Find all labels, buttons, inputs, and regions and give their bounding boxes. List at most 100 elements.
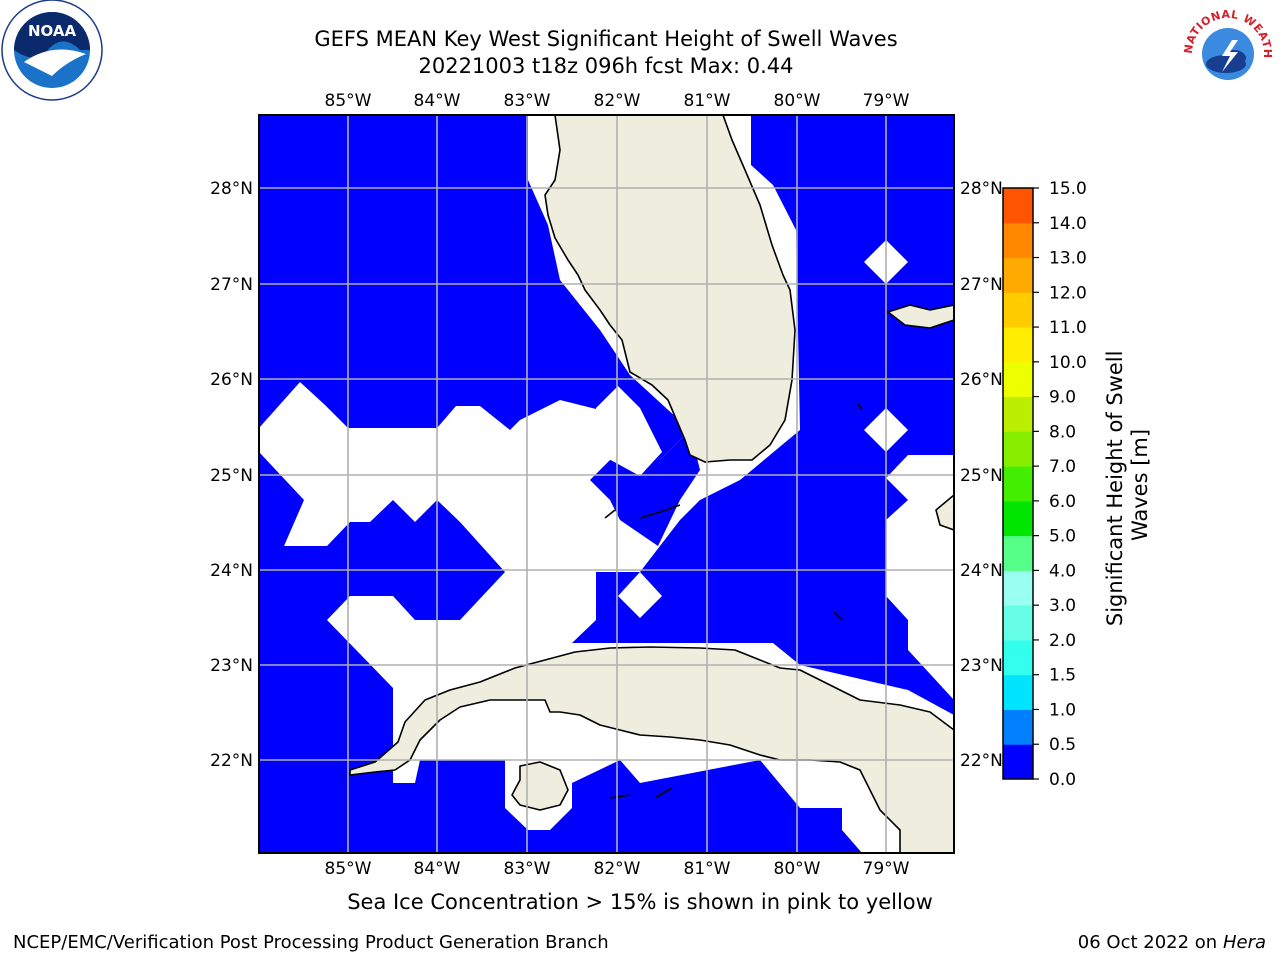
footer-host: Hera	[1222, 932, 1266, 953]
isla-juventud	[511, 761, 569, 811]
colorbar-segment	[1003, 222, 1033, 259]
colorbar-segment	[1003, 361, 1033, 398]
colorbar-segment	[1003, 431, 1033, 467]
lon-label-top: 79°W	[863, 91, 910, 111]
cuba-land	[349, 646, 954, 853]
lon-label-top: 85°W	[325, 91, 372, 111]
colorbar-tick-label: 9.0	[1049, 388, 1076, 408]
islands	[604, 403, 863, 799]
colorbar-tick-label: 3.0	[1049, 596, 1076, 616]
lon-labels-top: 85°W 84°W 83°W 82°W 81°W 80°W 79°W	[325, 91, 910, 111]
colorbar-segment	[1003, 570, 1033, 606]
colorbar-ticks: 0.0 0.5 1.0 1.5 2.0 3.0 4.0 5.0 6.0 7.0 8.0 9.0 10.0…	[1033, 179, 1087, 790]
bahamas-grand	[887, 304, 954, 329]
colorbar-segment	[1003, 500, 1033, 537]
lon-label-bottom: 83°W	[504, 859, 551, 879]
lon-labels-bottom: 85°W 84°W 83°W 82°W 81°W 80°W 79°W	[325, 859, 910, 879]
colorbar-segment	[1003, 535, 1033, 571]
colorbar: 0.0 0.5 1.0 1.5 2.0 3.0 4.0 5.0 6.0 7.0 8.0 9.0 10.0…	[1002, 179, 1152, 790]
colorbar-tick-label: 5.0	[1049, 527, 1076, 547]
lon-label-bottom: 80°W	[774, 859, 821, 879]
swell-region-straits	[572, 430, 954, 715]
lon-label-top: 80°W	[774, 91, 821, 111]
colorbar-tick-label: 1.0	[1049, 700, 1076, 720]
noaa-logo-text: NOAA	[28, 22, 77, 40]
colorbar-tick-label: 13.0	[1049, 249, 1087, 269]
lat-label-right: 28°N	[960, 179, 1003, 199]
footer-date-text: 06 Oct 2022 on	[1077, 932, 1218, 953]
colorbar-segment	[1003, 744, 1033, 780]
lat-label-right: 24°N	[960, 561, 1003, 581]
lat-label-right: 22°N	[960, 751, 1003, 771]
lat-label-left: 28°N	[210, 179, 253, 199]
sea-ice-note: Sea Ice Concentration > 15% is shown in …	[347, 890, 933, 914]
colorbar-segment	[1003, 639, 1033, 676]
masked-cells	[550, 240, 908, 618]
lon-label-top: 81°W	[684, 91, 731, 111]
colorbar-tick-label: 8.0	[1049, 422, 1076, 442]
swell-region-atlantic	[751, 115, 954, 520]
colorbar-tick-label: 15.0	[1049, 179, 1087, 199]
lon-label-top: 84°W	[414, 91, 461, 111]
lon-label-top: 83°W	[504, 91, 551, 111]
colorbar-segment	[1003, 396, 1033, 432]
florida-land	[544, 115, 796, 463]
colorbar-title-line1: Significant Height of Swell	[1103, 351, 1127, 627]
colorbar-title-line2: Waves [m]	[1128, 429, 1152, 541]
colorbar-frame	[1002, 187, 1034, 780]
colorbar-segment	[1003, 466, 1033, 502]
map-area	[259, 115, 954, 853]
lat-label-right: 27°N	[960, 275, 1003, 295]
map-frame	[258, 114, 955, 854]
colorbar-tick-label: 14.0	[1049, 214, 1087, 234]
colorbar-tick-label: 10.0	[1049, 353, 1087, 373]
lon-label-bottom: 85°W	[325, 859, 372, 879]
colorbar-tick-label: 12.0	[1049, 283, 1087, 303]
colorbar-segment	[1003, 188, 1033, 224]
colorbar-segment	[1003, 292, 1033, 328]
colorbar-segment	[1003, 327, 1033, 363]
colorbar-tick-label: 2.0	[1049, 631, 1076, 651]
colorbar-segments	[1003, 188, 1033, 780]
swell-region-south	[259, 760, 862, 853]
lon-label-bottom: 82°W	[594, 859, 641, 879]
footer-credit: NCEP/EMC/Verification Post Processing Pr…	[13, 932, 609, 953]
lat-label-left: 27°N	[210, 275, 253, 295]
gridlines	[259, 115, 954, 853]
swell-region-gulf	[259, 115, 690, 460]
lat-label-left: 25°N	[210, 466, 253, 486]
footer-date: 06 Oct 2022 on Hera	[1078, 932, 1266, 953]
nws-logo: NATIONAL WEATHER SERVICE	[1176, 0, 1276, 100]
lat-label-left: 24°N	[210, 561, 253, 581]
colorbar-title: Significant Height of Swell Waves [m]	[1103, 344, 1152, 626]
lon-label-bottom: 84°W	[414, 859, 461, 879]
colorbar-segment	[1003, 605, 1033, 641]
colorbar-tick-label: 11.0	[1049, 318, 1087, 338]
lat-label-left: 23°N	[210, 656, 253, 676]
lat-label-left: 26°N	[210, 370, 253, 390]
lon-label-bottom: 81°W	[684, 859, 731, 879]
colorbar-tick-label: 1.5	[1049, 666, 1076, 686]
colorbar-segment	[1003, 674, 1033, 710]
colorbar-tick-label: 7.0	[1049, 457, 1076, 477]
lon-label-bottom: 79°W	[863, 859, 910, 879]
colorbar-segment	[1003, 709, 1033, 745]
lat-label-right: 25°N	[960, 466, 1003, 486]
chart-subtitle: 20221003 t18z 096h fcst Max: 0.44	[418, 54, 794, 78]
lat-labels-right: 28°N 27°N 26°N 25°N 24°N 23°N 22°N	[960, 179, 1003, 771]
lat-label-right: 23°N	[960, 656, 1003, 676]
lat-labels-left: 28°N 27°N 26°N 25°N 24°N 23°N 22°N	[210, 179, 253, 771]
colorbar-segment	[1003, 257, 1033, 293]
bahamas-andros	[935, 494, 954, 531]
colorbar-tick-label: 0.0	[1049, 770, 1076, 790]
noaa-logo: NOAA	[1, 0, 103, 101]
lat-label-left: 22°N	[210, 751, 253, 771]
colorbar-tick-label: 4.0	[1049, 561, 1076, 581]
lat-label-right: 26°N	[960, 370, 1003, 390]
lon-label-top: 82°W	[594, 91, 641, 111]
colorbar-tick-label: 0.5	[1049, 735, 1076, 755]
swell-field	[259, 115, 954, 853]
land	[349, 115, 954, 853]
chart-title: GEFS MEAN Key West Significant Height of…	[314, 27, 898, 51]
